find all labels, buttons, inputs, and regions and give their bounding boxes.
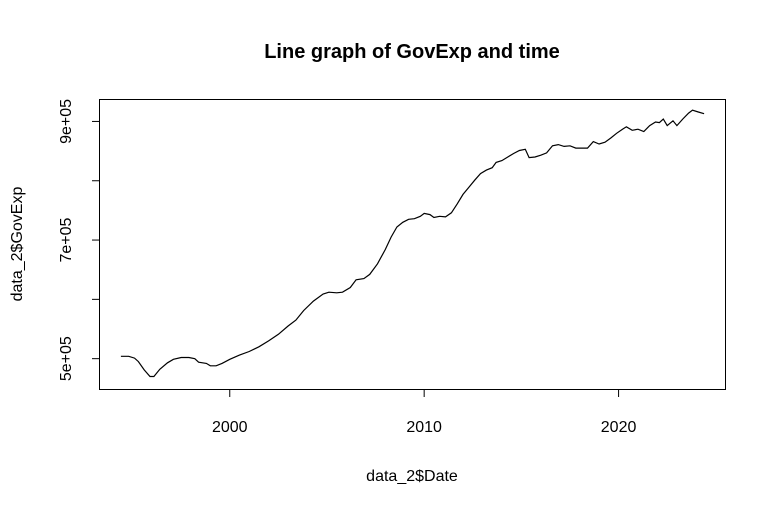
x-tick-label: 2010 [406,419,442,436]
y-tick-label: 9e+05 [58,99,75,144]
series-layer [120,109,705,378]
x-axis-label: data_2$Date [366,468,458,485]
chart-title: Line graph of GovExp and time [264,41,560,63]
series-line [120,109,705,378]
x-tick-label: 2000 [212,419,248,436]
y-axis: 5e+05 7e+05 9e+05 [58,99,100,381]
y-axis-label: data_2$GovExp [9,187,26,302]
y-tick-label: 5e+05 [58,336,75,381]
plot-area-frame [99,99,726,390]
x-axis: 2000 2010 2020 [212,389,637,436]
x-tick-label: 2020 [601,419,637,436]
y-tick-label: 7e+05 [58,217,75,262]
